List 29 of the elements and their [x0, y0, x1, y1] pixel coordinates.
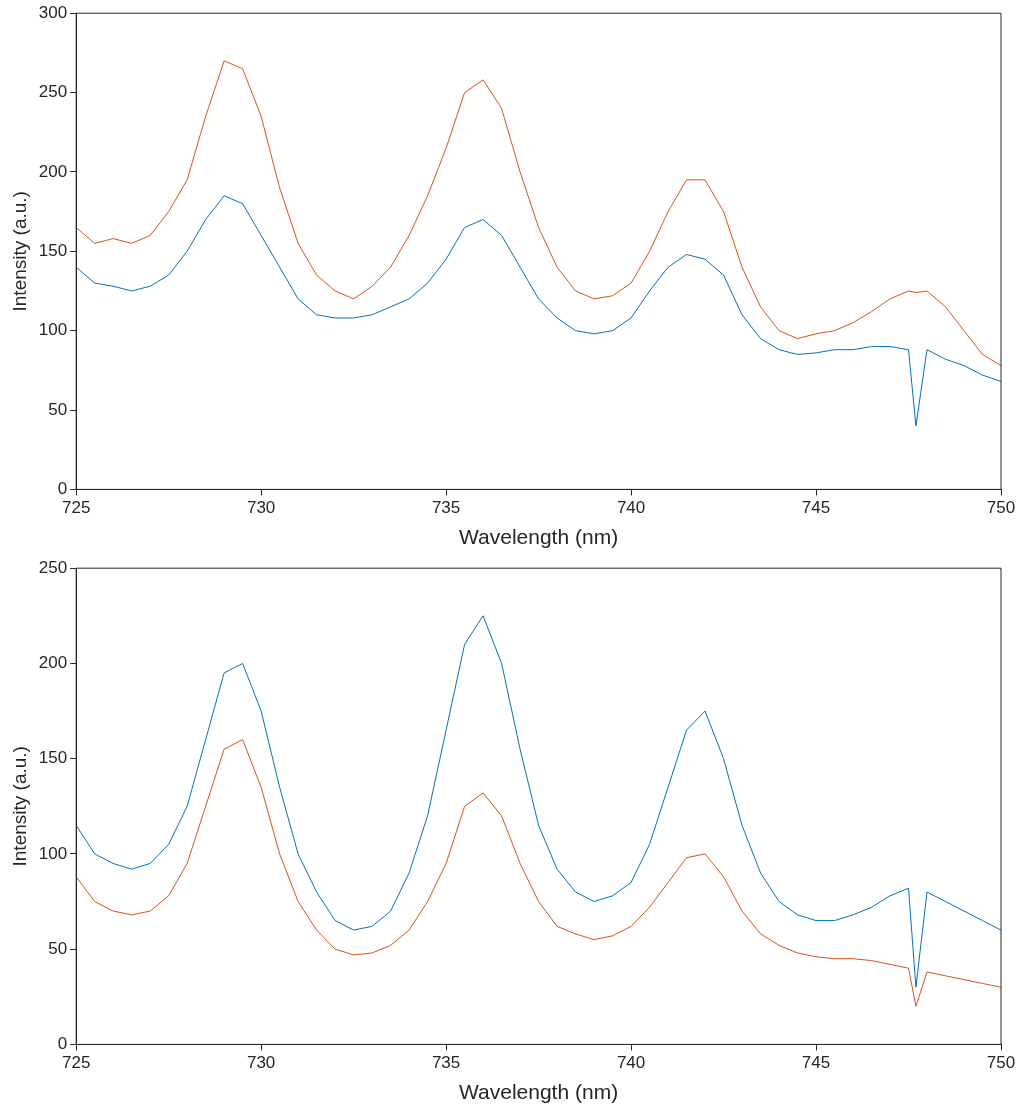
- x-tick-label: 750: [986, 1053, 1016, 1073]
- x-tick-label: 745: [801, 1053, 831, 1073]
- y-tick-label: 150: [38, 240, 68, 260]
- x-tick-label: 725: [61, 498, 91, 518]
- y-tick-label: 300: [38, 2, 68, 22]
- x-tick-label: 725: [61, 1053, 91, 1073]
- y-tick-label: 250: [38, 557, 68, 577]
- x-tick-label: 740: [616, 1053, 646, 1073]
- y-axis-title: Intensity (a.u.): [8, 191, 30, 312]
- y-axis-title: Intensity (a.u.): [8, 746, 30, 867]
- y-tick-label: 200: [38, 161, 68, 181]
- x-tick-label: 740: [616, 498, 646, 518]
- y-tick-label: 0: [57, 1034, 68, 1054]
- y-tick-label: 150: [38, 748, 68, 768]
- x-tick-label: 735: [431, 1053, 461, 1073]
- x-tick-label: 735: [431, 498, 461, 518]
- x-tick-label: 730: [246, 498, 276, 518]
- y-tick-label: 200: [38, 653, 68, 673]
- y-tick-label: 100: [38, 843, 68, 863]
- y-tick-label: 50: [48, 938, 68, 958]
- y-tick-label: 100: [38, 320, 68, 340]
- x-tick-label: 750: [986, 498, 1016, 518]
- x-tick-label: 745: [801, 498, 831, 518]
- x-axis-title: Wavelength (nm): [459, 1080, 619, 1104]
- y-tick-label: 0: [57, 479, 68, 499]
- y-tick-label: 50: [48, 399, 68, 419]
- y-tick-label: 250: [38, 82, 68, 102]
- x-axis-title: Wavelength (nm): [459, 525, 619, 549]
- x-tick-label: 730: [246, 1053, 276, 1073]
